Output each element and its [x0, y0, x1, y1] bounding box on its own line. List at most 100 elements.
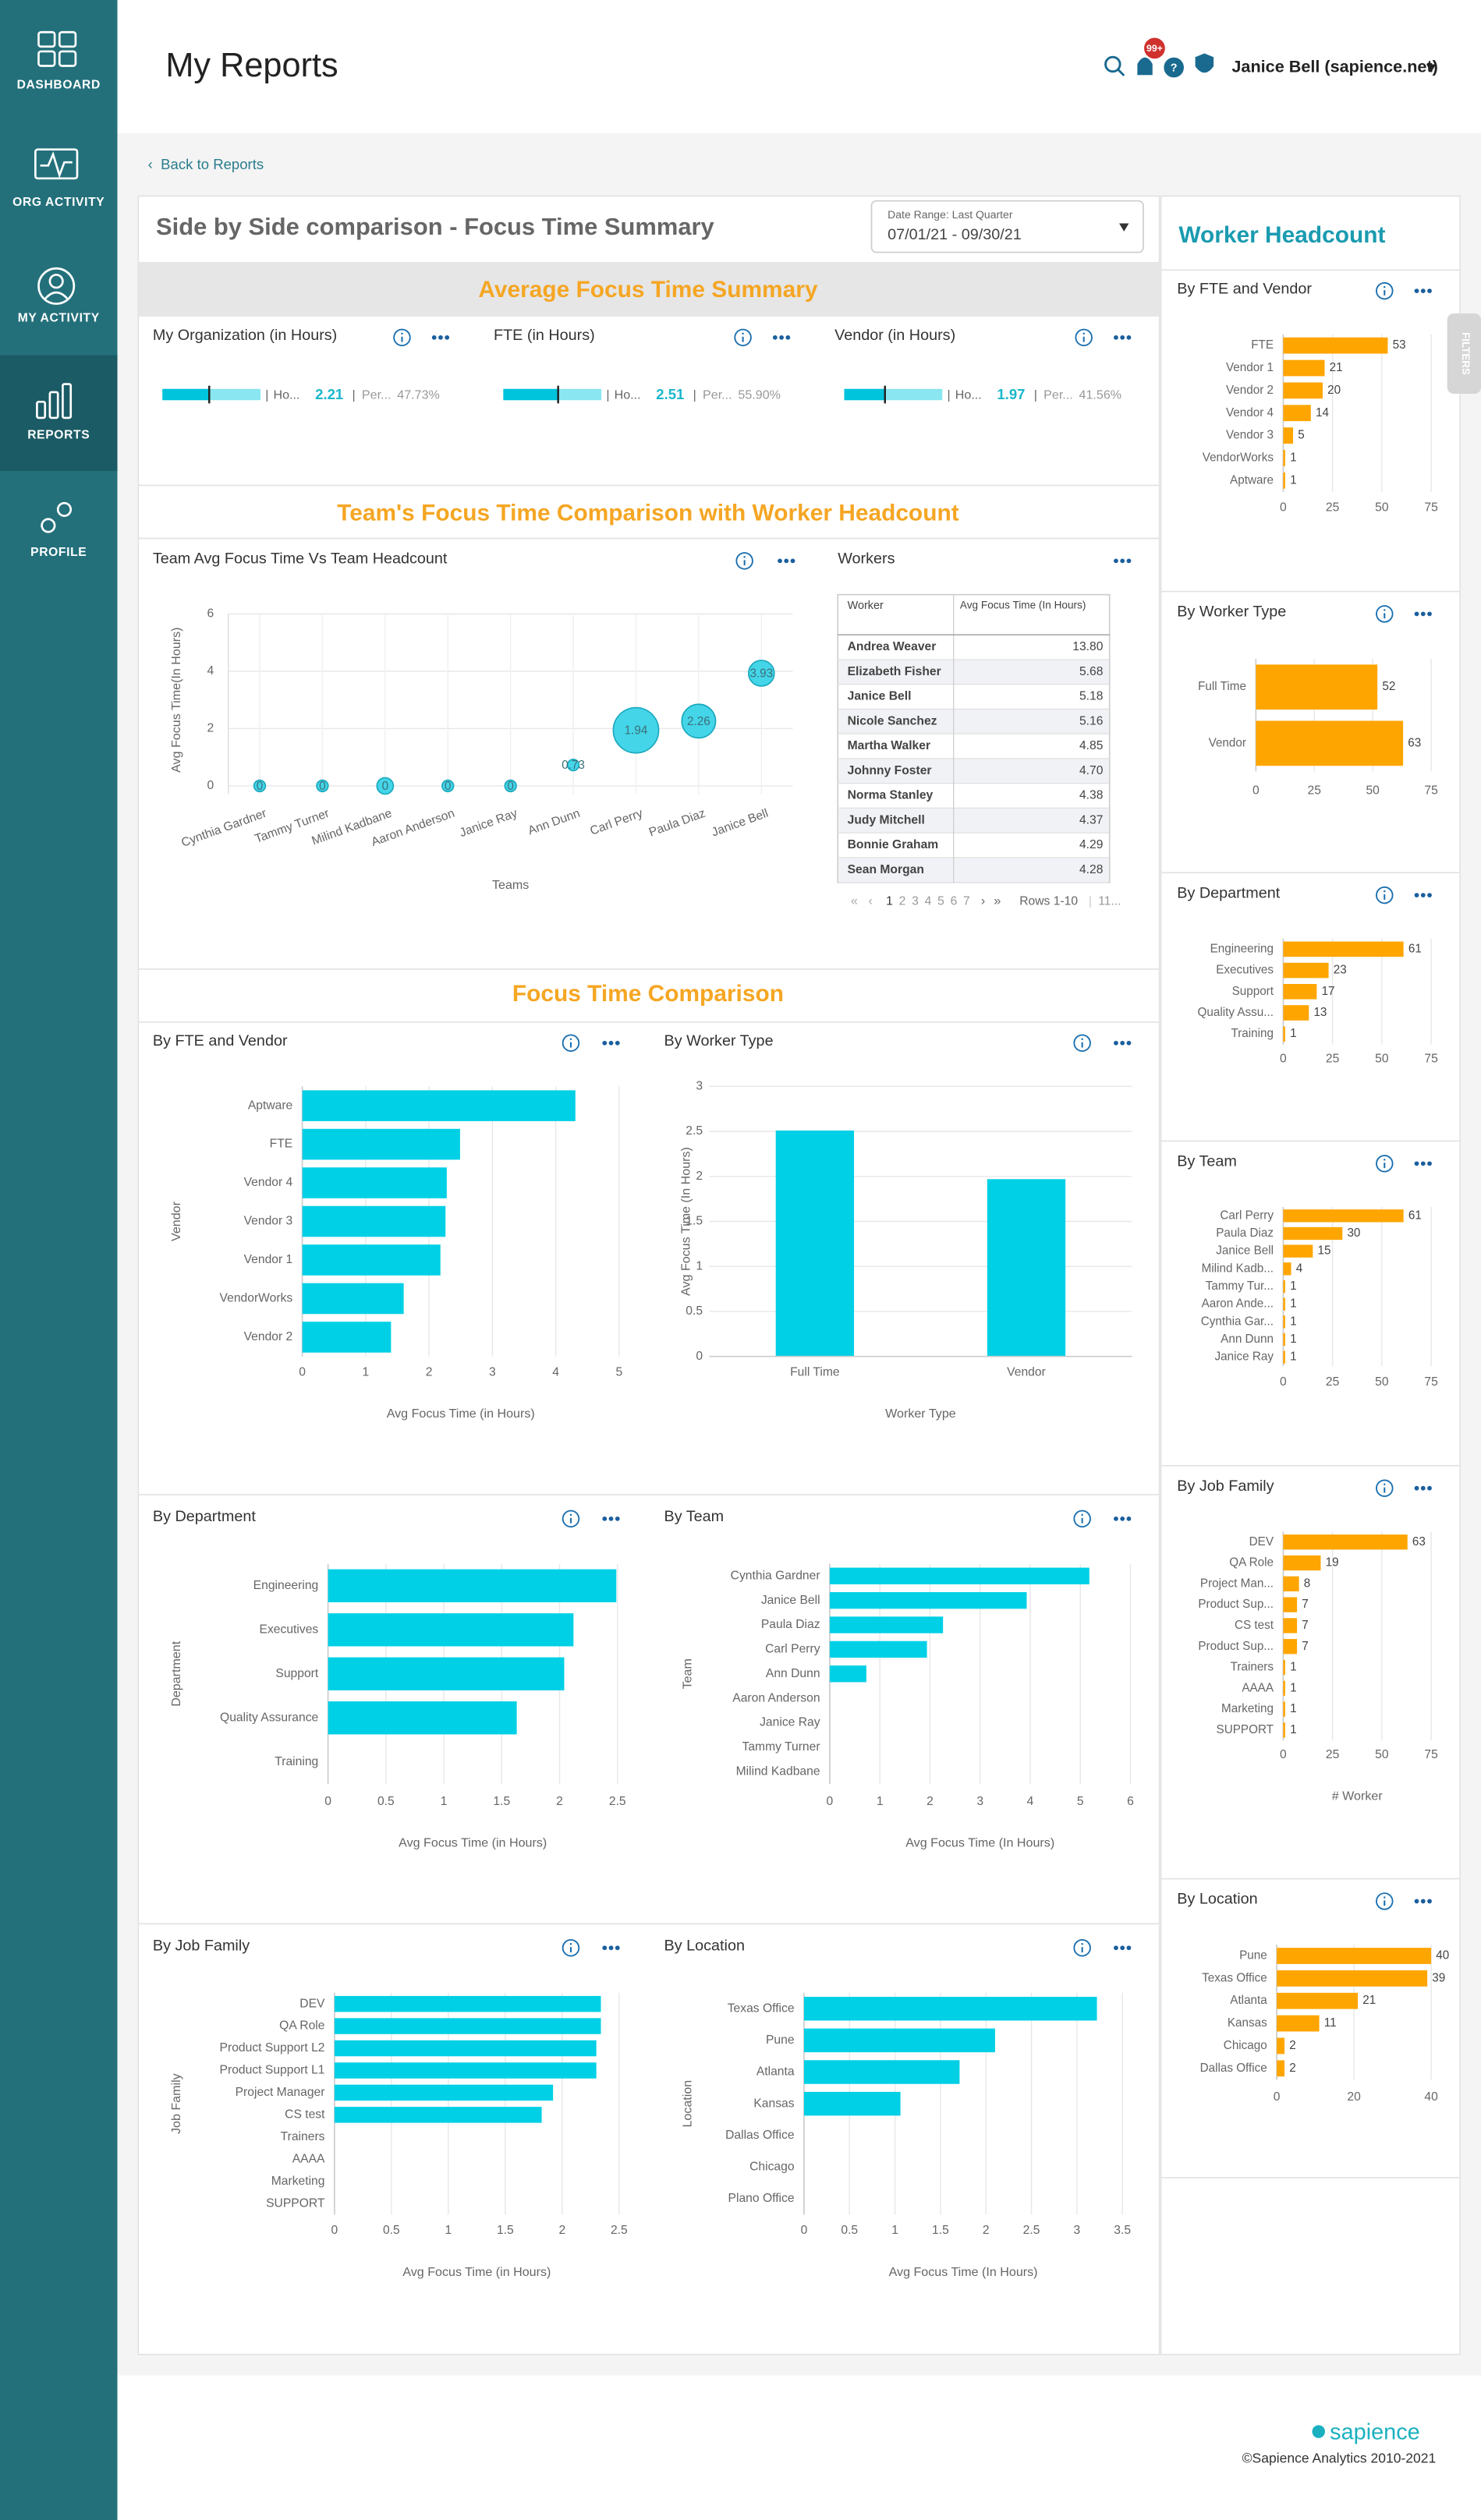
menu-dot[interactable] [1114, 1945, 1118, 1951]
x-tick-label: 50 [1375, 1748, 1389, 1761]
filters-tab[interactable] [1447, 313, 1481, 394]
info-icon[interactable] [1073, 1938, 1091, 1957]
page-nav[interactable]: » [994, 894, 1001, 908]
menu-dot[interactable] [778, 558, 782, 564]
page-number[interactable]: 6 [951, 894, 958, 908]
menu-dot[interactable] [1427, 288, 1432, 293]
user-menu[interactable]: Janice Bell (sapience.net) [1231, 56, 1437, 76]
menu-dot[interactable] [1414, 1161, 1419, 1166]
page-number[interactable]: 4 [925, 894, 932, 908]
bar [803, 2028, 995, 2053]
x-tick-label: 75 [1424, 1375, 1438, 1389]
page-number[interactable]: 5 [937, 894, 944, 908]
menu-dot[interactable] [1420, 893, 1426, 897]
info-icon[interactable] [1075, 328, 1093, 347]
menu-dot[interactable] [608, 1040, 614, 1046]
menu-dot[interactable] [1120, 334, 1125, 340]
menu-dot[interactable] [1420, 611, 1426, 617]
menu-dot[interactable] [772, 334, 778, 340]
y-tick-label: Trainers [1231, 1661, 1274, 1674]
info-icon[interactable] [1073, 1510, 1091, 1528]
header-icons[interactable] [1104, 53, 1214, 78]
menu-dot[interactable] [1420, 288, 1426, 293]
info-icon[interactable] [735, 552, 753, 570]
back-link[interactable]: Back to Reports [161, 156, 264, 172]
nav-item[interactable]: DASHBOARD [17, 78, 101, 91]
menu-dot[interactable] [1414, 1485, 1419, 1491]
date-range-box[interactable] [870, 200, 1144, 253]
y-tick-label: Milind Kadb... [1202, 1262, 1274, 1275]
menu-dot[interactable] [438, 334, 443, 340]
menu-dot[interactable] [1120, 1945, 1125, 1951]
menu-dot[interactable] [779, 334, 784, 340]
page-number[interactable]: 2 [899, 894, 906, 908]
info-icon[interactable] [393, 328, 411, 347]
info-icon[interactable] [1376, 605, 1394, 623]
info-icon[interactable] [1376, 281, 1394, 300]
y-tick-label: Cynthia Gardner [731, 1569, 820, 1582]
table-title: Workers [838, 550, 895, 568]
menu-dot[interactable] [431, 334, 437, 340]
info-icon[interactable] [562, 1510, 580, 1528]
info-icon[interactable] [1073, 1034, 1091, 1052]
info-icon[interactable] [734, 328, 752, 347]
page-number[interactable]: 1 [886, 894, 893, 908]
nav-item[interactable]: REPORTS [27, 429, 90, 442]
menu-dot[interactable] [784, 558, 789, 564]
nav-item[interactable]: ORG ACTIVITY [12, 196, 105, 209]
menu-dot[interactable] [1126, 1040, 1132, 1046]
info-icon[interactable] [562, 1034, 580, 1052]
menu-dot[interactable] [602, 1945, 608, 1951]
menu-dot[interactable] [602, 1516, 608, 1521]
menu-dot[interactable] [1414, 893, 1419, 897]
menu-dot[interactable] [1414, 611, 1419, 617]
nav-item[interactable]: PROFILE [30, 546, 87, 559]
menu-dot[interactable] [1126, 1516, 1132, 1521]
page-nav[interactable]: « [851, 894, 858, 908]
notification-count: 99+ [1146, 43, 1163, 54]
menu-dot[interactable] [1120, 558, 1125, 564]
menu-dot[interactable] [615, 1945, 620, 1951]
menu-dot[interactable] [615, 1516, 620, 1521]
info-icon[interactable] [562, 1938, 580, 1957]
page-nav[interactable]: ‹ [868, 894, 873, 908]
menu-dot[interactable] [445, 334, 450, 340]
menu-dot[interactable] [1427, 1161, 1432, 1166]
menu-dot[interactable] [785, 334, 791, 340]
bar [829, 1591, 1027, 1609]
menu-dot[interactable] [790, 558, 795, 564]
nav-item[interactable]: MY ACTIVITY [18, 311, 100, 324]
menu-dot[interactable] [1120, 1516, 1125, 1521]
menu-dot[interactable] [1420, 1899, 1426, 1904]
menu-dot[interactable] [1120, 1040, 1125, 1046]
menu-dot[interactable] [608, 1945, 614, 1951]
menu-dot[interactable] [1114, 334, 1118, 340]
page-nav[interactable]: › [981, 894, 986, 908]
menu-dot[interactable] [1126, 558, 1132, 564]
page-number[interactable]: 3 [912, 894, 919, 908]
info-icon[interactable] [1376, 1479, 1394, 1497]
menu-dot[interactable] [1420, 1485, 1426, 1491]
y-tick-label: Aaron Anderson [732, 1691, 820, 1704]
info-icon[interactable] [1376, 1155, 1394, 1173]
menu-dot[interactable] [1414, 288, 1419, 293]
menu-dot[interactable] [1427, 1485, 1432, 1491]
info-icon[interactable] [1376, 1892, 1394, 1910]
menu-dot[interactable] [1126, 1945, 1132, 1951]
menu-dot[interactable] [1114, 558, 1118, 564]
y-tick-label: Quality Assu... [1198, 1006, 1274, 1019]
menu-dot[interactable] [1126, 334, 1132, 340]
menu-dot[interactable] [1114, 1516, 1118, 1521]
menu-dot[interactable] [1427, 611, 1432, 617]
menu-dot[interactable] [1427, 893, 1432, 897]
menu-dot[interactable] [608, 1516, 614, 1521]
page-number[interactable]: 7 [963, 894, 970, 908]
menu-dot[interactable] [602, 1040, 608, 1046]
kpi-sep: | [1034, 388, 1037, 402]
menu-dot[interactable] [615, 1040, 620, 1046]
menu-dot[interactable] [1114, 1040, 1118, 1046]
menu-dot[interactable] [1420, 1161, 1426, 1166]
menu-dot[interactable] [1414, 1899, 1419, 1904]
info-icon[interactable] [1376, 886, 1394, 904]
menu-dot[interactable] [1427, 1899, 1432, 1904]
